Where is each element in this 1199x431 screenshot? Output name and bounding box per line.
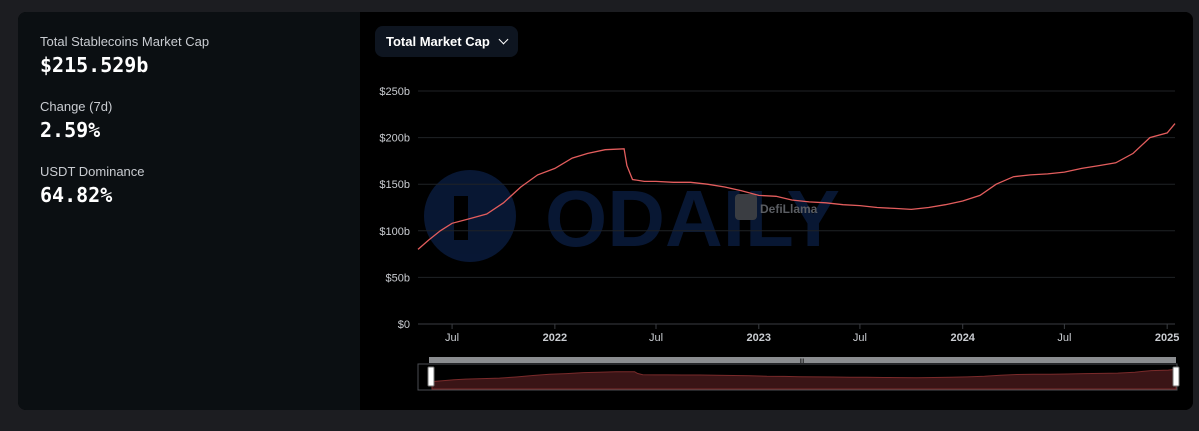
metric-dropdown[interactable]: Total Market Cap <box>375 26 518 57</box>
brush-area <box>431 368 1177 390</box>
x-tick-label: 2022 <box>543 332 567 344</box>
chart-gridlines <box>418 90 1175 325</box>
brush-right-handle[interactable] <box>1172 366 1180 387</box>
change-value: 2.59% <box>40 118 101 142</box>
market-cap-value: $215.529b <box>40 53 149 77</box>
chart-plot <box>417 123 1176 250</box>
brush-left-handle[interactable] <box>427 366 435 387</box>
market-cap-label: Total Stablecoins Market Cap <box>40 34 210 49</box>
odaily-logo-bar <box>454 196 468 240</box>
x-tick-label: 2024 <box>950 332 975 344</box>
market-cap-stat: Total Stablecoins Market Cap $215.529b <box>40 34 209 77</box>
x-tick-label: Jul <box>1057 332 1071 344</box>
brush-preview <box>431 368 1177 390</box>
x-tick-label: Jul <box>853 332 867 344</box>
x-tick-label: Jul <box>445 332 459 344</box>
x-tick-label: 2025 <box>1155 332 1179 344</box>
y-tick-label: $0 <box>398 319 410 331</box>
brush-grip-icon[interactable]: III <box>799 359 804 365</box>
y-tick-label: $100b <box>379 226 410 238</box>
y-tick-label: $200b <box>379 133 410 145</box>
y-axis-ticks: $0 $50b $100b $150b $200b $250b <box>379 86 410 331</box>
odaily-logo-circle <box>424 170 516 262</box>
chart-panel: Total Market Cap ODAILY $0 $50b $100b $150b… <box>360 12 1193 410</box>
market-cap-line <box>417 123 1176 250</box>
change-label: Change (7d) <box>40 99 113 114</box>
stats-panel: Total Stablecoins Market Cap $215.529b C… <box>18 12 360 410</box>
stablecoins-card: Total Stablecoins Market Cap $215.529b C… <box>18 12 1193 410</box>
brush-scrollbar[interactable] <box>429 357 1176 363</box>
range-brush[interactable]: III <box>417 357 1180 391</box>
odaily-watermark: ODAILY <box>424 170 840 263</box>
y-tick-label: $150b <box>379 179 410 191</box>
dominance-label: USDT Dominance <box>40 164 145 179</box>
x-axis-ticks: Jul 2022 Jul 2023 Jul 2024 Jul 2025 <box>445 324 1179 344</box>
metric-dropdown-label: Total Market Cap <box>386 34 490 49</box>
watermark-source: DefiLlama <box>760 202 818 216</box>
dominance-value: 64.82% <box>40 183 113 207</box>
change-stat: Change (7d) 2.59% <box>40 99 112 142</box>
x-tick-label: 2023 <box>747 332 771 344</box>
defillama-watermark: DefiLlama <box>735 194 818 220</box>
y-tick-label: $50b <box>386 272 410 284</box>
dominance-stat: USDT Dominance 64.82% <box>40 164 145 207</box>
market-cap-chart[interactable]: ODAILY $0 $50b $100b $150b $200b $250b Jul 202… <box>360 12 1193 410</box>
y-tick-label: $250b <box>379 86 410 98</box>
llama-icon <box>735 194 757 220</box>
x-tick-label: Jul <box>649 332 663 344</box>
watermark-brand: ODAILY <box>545 174 840 263</box>
